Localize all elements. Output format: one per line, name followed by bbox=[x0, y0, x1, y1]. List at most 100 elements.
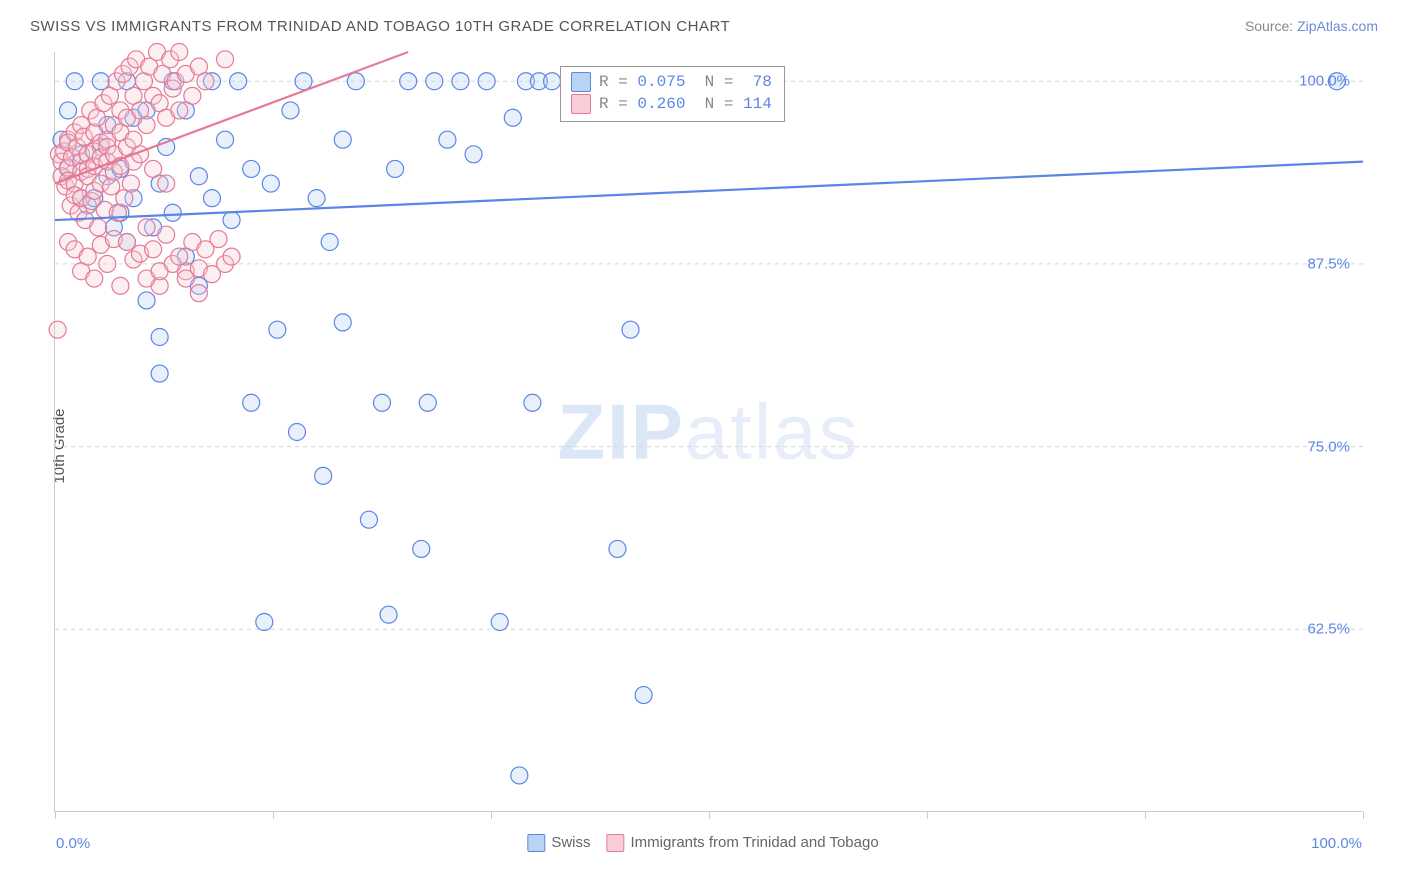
data-point bbox=[511, 767, 528, 784]
data-point bbox=[217, 51, 234, 68]
legend-item-trinidad: Immigrants from Trinidad and Tobago bbox=[606, 834, 878, 852]
data-point bbox=[334, 131, 351, 148]
swatch-trinidad-icon bbox=[571, 94, 591, 114]
data-point bbox=[413, 540, 430, 557]
y-tick-label: 87.5% bbox=[1307, 255, 1350, 272]
data-point bbox=[145, 241, 162, 258]
data-point bbox=[66, 73, 83, 90]
swatch-trinidad-icon bbox=[606, 834, 624, 852]
data-point bbox=[321, 234, 338, 251]
legend-trinidad-label: Immigrants from Trinidad and Tobago bbox=[630, 834, 878, 851]
data-point bbox=[452, 73, 469, 90]
legend-item-swiss: Swiss bbox=[527, 834, 590, 852]
data-point bbox=[90, 219, 107, 236]
data-point bbox=[243, 394, 260, 411]
x-tick bbox=[55, 811, 56, 819]
swatch-swiss-icon bbox=[571, 72, 591, 92]
y-tick-label: 62.5% bbox=[1307, 621, 1350, 638]
stats-trinidad-text: R = 0.260 N = 114 bbox=[599, 93, 772, 115]
data-point bbox=[419, 394, 436, 411]
data-point bbox=[360, 511, 377, 528]
data-point bbox=[138, 219, 155, 236]
stats-row-swiss: R = 0.075 N = 78 bbox=[571, 71, 772, 93]
x-tick bbox=[491, 811, 492, 819]
data-point bbox=[184, 87, 201, 104]
bottom-legend: Swiss Immigrants from Trinidad and Tobag… bbox=[527, 834, 878, 852]
swatch-swiss-icon bbox=[527, 834, 545, 852]
scatter-plot-svg bbox=[55, 52, 1362, 811]
data-point bbox=[374, 394, 391, 411]
data-point bbox=[112, 277, 129, 294]
stats-row-trinidad: R = 0.260 N = 114 bbox=[571, 93, 772, 115]
data-point bbox=[217, 131, 234, 148]
data-point bbox=[210, 231, 227, 248]
data-point bbox=[79, 248, 96, 265]
data-point bbox=[49, 321, 66, 338]
data-point bbox=[269, 321, 286, 338]
data-point bbox=[164, 204, 181, 221]
data-point bbox=[308, 190, 325, 207]
data-point bbox=[122, 175, 139, 192]
data-point bbox=[426, 73, 443, 90]
x-tick bbox=[1145, 811, 1146, 819]
data-point bbox=[524, 394, 541, 411]
chart-title: SWISS VS IMMIGRANTS FROM TRINIDAD AND TO… bbox=[30, 18, 730, 35]
data-point bbox=[171, 248, 188, 265]
data-point bbox=[295, 73, 312, 90]
legend-swiss-label: Swiss bbox=[551, 834, 590, 851]
data-point bbox=[465, 146, 482, 163]
data-point bbox=[151, 365, 168, 382]
data-point bbox=[400, 73, 417, 90]
data-point bbox=[190, 168, 207, 185]
data-point bbox=[439, 131, 456, 148]
data-point bbox=[158, 226, 175, 243]
data-point bbox=[171, 102, 188, 119]
data-point bbox=[145, 160, 162, 177]
data-point bbox=[138, 292, 155, 309]
data-point bbox=[243, 160, 260, 177]
data-point bbox=[86, 270, 103, 287]
stats-swiss-text: R = 0.075 N = 78 bbox=[599, 71, 772, 93]
data-point bbox=[190, 285, 207, 302]
x-tick bbox=[273, 811, 274, 819]
data-point bbox=[99, 255, 116, 272]
data-point bbox=[92, 73, 109, 90]
stats-legend-box: R = 0.075 N = 78 R = 0.260 N = 114 bbox=[560, 66, 785, 122]
data-point bbox=[223, 248, 240, 265]
data-point bbox=[151, 329, 168, 346]
data-point bbox=[282, 102, 299, 119]
data-point bbox=[203, 190, 220, 207]
data-point bbox=[60, 102, 77, 119]
data-point bbox=[622, 321, 639, 338]
data-point bbox=[347, 73, 364, 90]
data-point bbox=[223, 212, 240, 229]
y-tick-label: 100.0% bbox=[1299, 73, 1350, 90]
data-point bbox=[380, 606, 397, 623]
source-attribution: Source: ZipAtlas.com bbox=[1245, 18, 1378, 34]
y-tick-label: 75.0% bbox=[1307, 438, 1350, 455]
source-label: Source: bbox=[1245, 18, 1293, 34]
data-point bbox=[288, 424, 305, 441]
x-tick bbox=[927, 811, 928, 819]
data-point bbox=[609, 540, 626, 557]
data-point bbox=[478, 73, 495, 90]
data-point bbox=[334, 314, 351, 331]
data-point bbox=[118, 234, 135, 251]
data-point bbox=[256, 614, 273, 631]
data-point bbox=[504, 109, 521, 126]
data-point bbox=[262, 175, 279, 192]
data-point bbox=[491, 614, 508, 631]
data-point bbox=[171, 44, 188, 61]
data-point bbox=[138, 117, 155, 134]
data-point bbox=[315, 467, 332, 484]
x-tick bbox=[709, 811, 710, 819]
x-axis-max-label: 100.0% bbox=[1311, 835, 1362, 852]
data-point bbox=[387, 160, 404, 177]
x-tick bbox=[1363, 811, 1364, 819]
data-point bbox=[230, 73, 247, 90]
data-point bbox=[635, 687, 652, 704]
x-axis-min-label: 0.0% bbox=[56, 835, 90, 852]
data-point bbox=[544, 73, 561, 90]
source-link[interactable]: ZipAtlas.com bbox=[1297, 18, 1378, 34]
data-point bbox=[197, 73, 214, 90]
